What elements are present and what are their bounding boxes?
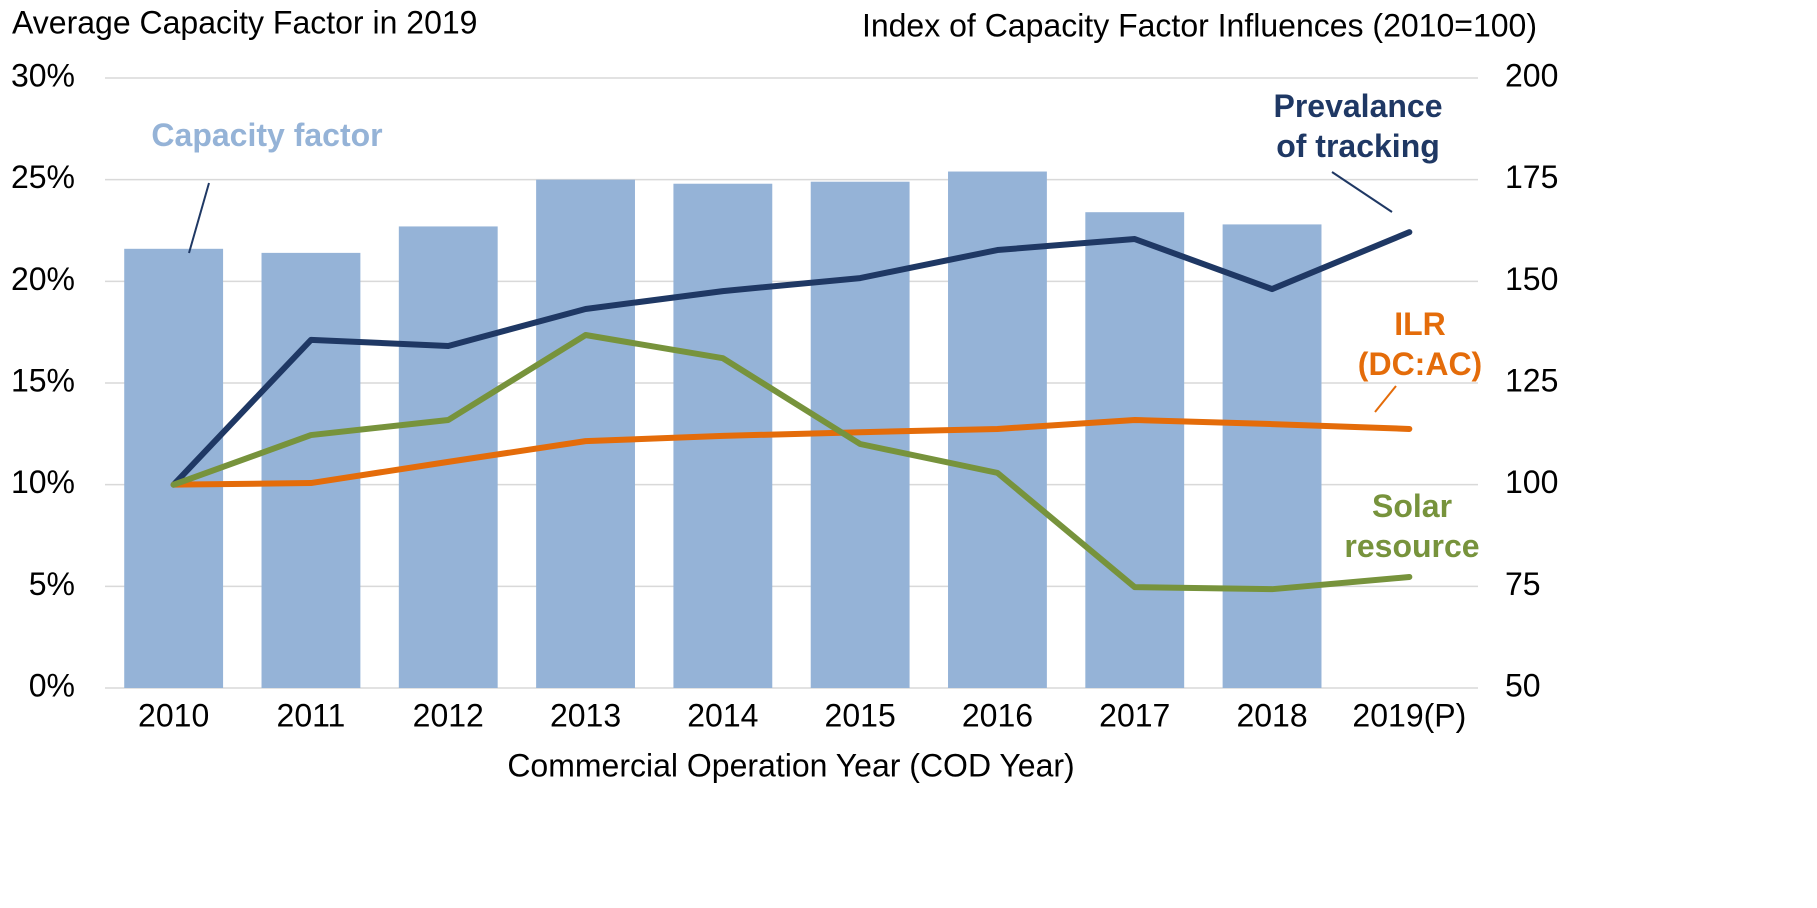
line — [170, 229, 1413, 488]
bar — [124, 248, 224, 689]
x-tick-label: 2012 — [413, 697, 484, 733]
x-tick-label: 2016 — [962, 697, 1033, 733]
y2-tick-label: 75 — [1505, 566, 1541, 602]
bar — [1085, 212, 1185, 688]
series-label: Solar resource — [1344, 488, 1480, 564]
y2-tick-label: 175 — [1505, 159, 1558, 195]
x-tick-label: 2015 — [825, 697, 896, 733]
series-label: Prevalance of tracking — [1273, 88, 1443, 164]
y-axis-title: Average Capacity Factor in 2019 — [12, 4, 477, 40]
y-tick-label: 10% — [11, 464, 75, 500]
y-tick-label: 15% — [11, 362, 75, 398]
x-tick-label: 2011 — [277, 697, 346, 733]
series-label: ILR (DC:AC) — [1357, 306, 1483, 382]
x-axis-title: Commercial Operation Year (COD Year) — [507, 747, 1074, 783]
x-tick-label: 2019(P) — [1352, 697, 1466, 733]
x-tick-label: 2010 — [138, 697, 209, 733]
y2-tick-label: 150 — [1505, 261, 1558, 297]
y2-tick-label: 100 — [1505, 464, 1558, 500]
y2-axis-title: Index of Capacity Factor Influences (201… — [862, 7, 1537, 43]
y-tick-label: 5% — [29, 566, 75, 602]
y2-tick-label: 200 — [1505, 57, 1558, 93]
line — [170, 332, 1413, 593]
bar — [261, 252, 361, 688]
bar — [1222, 224, 1322, 688]
y-tick-label: 25% — [11, 159, 75, 195]
x-tick-label: 2013 — [550, 697, 621, 733]
leader-line — [1374, 385, 1397, 413]
y2-tick-label: 50 — [1505, 667, 1541, 703]
y-tick-label: 30% — [11, 57, 75, 93]
y2-tick-label: 125 — [1505, 362, 1558, 398]
x-tick-label: 2014 — [687, 697, 758, 733]
line — [170, 417, 1413, 488]
y-tick-label: 0% — [29, 667, 75, 703]
series-label: Capacity factor — [151, 117, 383, 153]
leader-line — [1331, 171, 1393, 213]
y-tick-label: 20% — [11, 261, 75, 297]
x-tick-label: 2018 — [1236, 697, 1307, 733]
bar — [536, 179, 635, 688]
x-tick-label: 2017 — [1099, 697, 1170, 733]
leader-line — [188, 182, 210, 254]
